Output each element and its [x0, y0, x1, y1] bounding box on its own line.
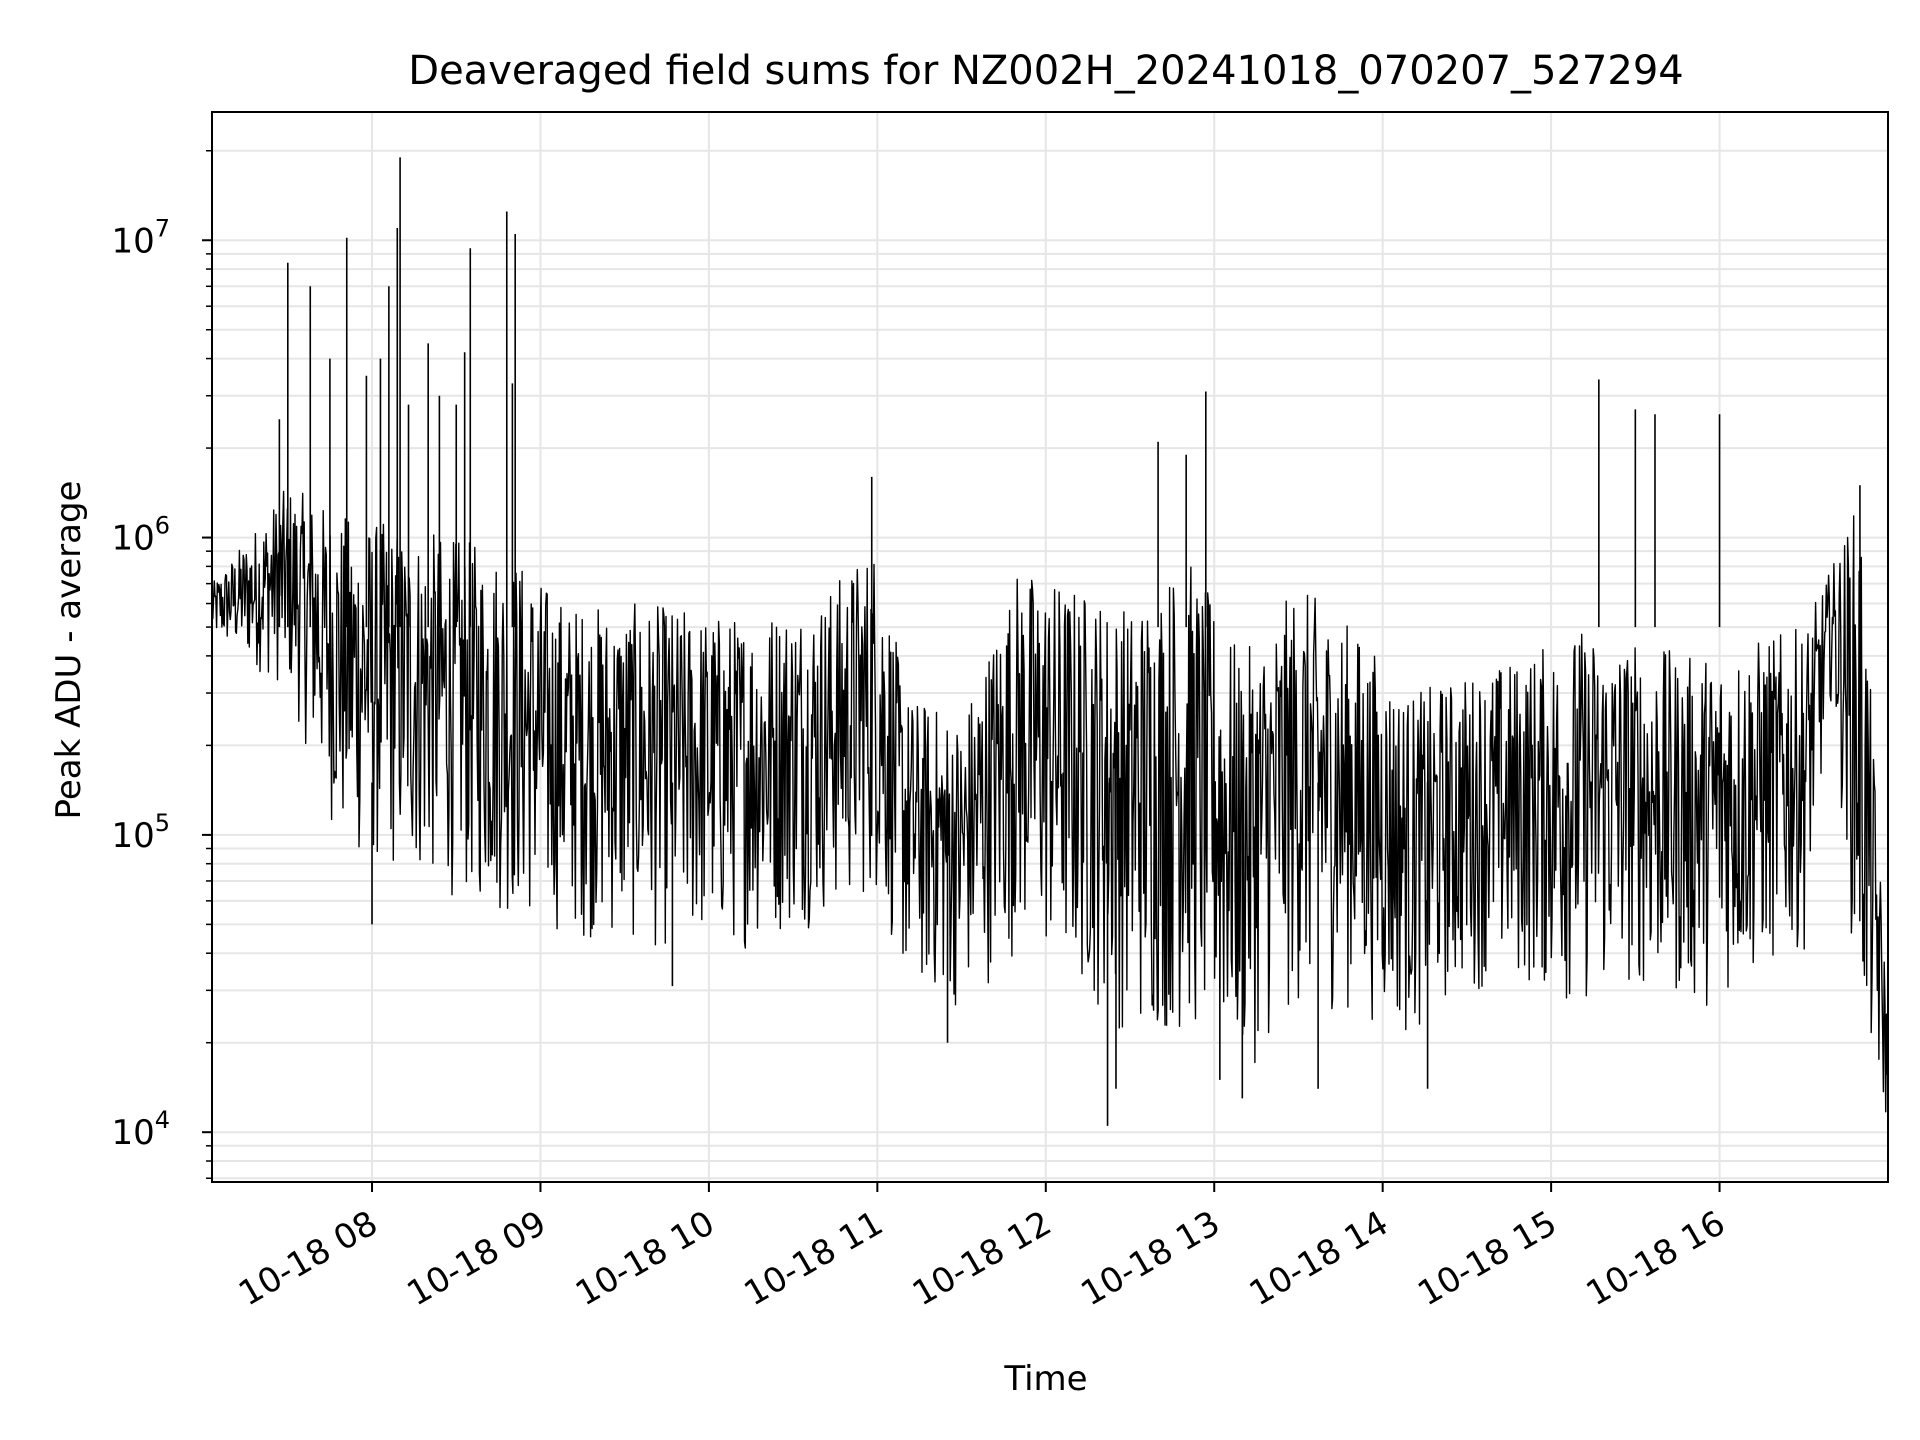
y-axis-label: Peak ADU - average: [49, 481, 89, 820]
plot-frame: [211, 111, 1889, 1183]
x-axis-label: Time: [1003, 1359, 1087, 1399]
y-tick-label: 106: [111, 512, 170, 559]
y-ticks: 104 105 106 107: [111, 150, 212, 1180]
y-tick-label: 107: [111, 214, 170, 261]
y-tick-label: 105: [111, 809, 170, 856]
series-line: [211, 490, 1889, 1113]
series-group: [211, 157, 1889, 1133]
y-tick-label: 104: [111, 1106, 170, 1153]
chart-title: Deaveraged field sums for NZ002H_2024101…: [408, 48, 1683, 94]
